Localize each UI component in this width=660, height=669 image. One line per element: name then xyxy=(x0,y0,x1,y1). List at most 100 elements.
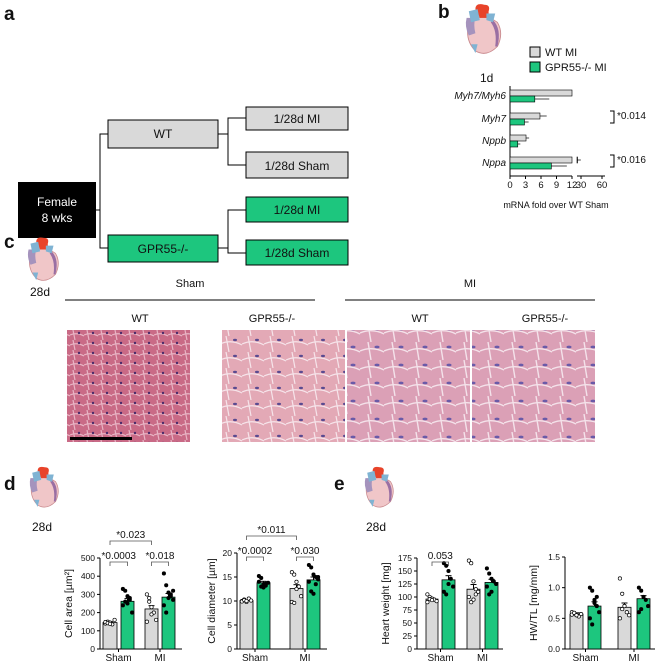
root-box xyxy=(18,182,96,238)
histology-image-mi-ko xyxy=(472,330,595,442)
gene-label: Nppb xyxy=(482,136,506,147)
scale-bar xyxy=(70,437,132,440)
data-point xyxy=(171,589,174,592)
y-tick-label: 400 xyxy=(81,571,95,581)
data-point xyxy=(148,596,151,599)
x-axis-label: mRNA fold over WT Sham xyxy=(503,200,608,210)
y-tick-label: 10 xyxy=(223,596,233,606)
x-tick-label: 9 xyxy=(554,180,559,191)
data-point xyxy=(637,611,640,614)
data-point xyxy=(307,580,310,583)
data-point xyxy=(588,586,591,589)
bar-wt xyxy=(510,113,540,119)
data-point xyxy=(588,617,591,620)
data-point xyxy=(293,601,296,604)
data-point xyxy=(494,582,497,585)
data-point xyxy=(646,604,649,607)
y-tick-label: 0 xyxy=(90,644,95,654)
data-point xyxy=(579,612,582,615)
x-tick-label: 0 xyxy=(507,180,512,191)
data-point xyxy=(124,589,127,592)
y-tick-label: 50 xyxy=(403,618,413,628)
x-tick-label: MI xyxy=(477,653,488,664)
data-point xyxy=(472,580,475,583)
ko-mi-label: 1/28d MI xyxy=(274,203,321,217)
root-line1: Female xyxy=(37,195,77,209)
y-tick-label: 1.5 xyxy=(548,552,560,562)
data-point xyxy=(165,584,168,587)
y-axis-label: Cell diameter [µm] xyxy=(206,558,218,643)
histology-image-sham-ko xyxy=(222,330,345,442)
p-value-label: *0.016 xyxy=(617,155,646,166)
data-point xyxy=(472,598,475,601)
data-point xyxy=(575,614,578,617)
ko-label: GPR55-/- xyxy=(138,242,189,256)
y-tick-label: 0 xyxy=(407,644,412,654)
legend-swatch-ko xyxy=(530,62,540,72)
significance-bracket xyxy=(610,155,614,167)
bar-gpr55 xyxy=(510,141,518,147)
genotype-label: WT xyxy=(411,313,428,325)
data-point xyxy=(640,607,643,610)
x-tick-label: Sham xyxy=(242,653,268,664)
data-point xyxy=(150,605,153,608)
gene-label: Myh7 xyxy=(482,114,507,125)
bar-wt xyxy=(103,623,117,649)
significance-bracket xyxy=(152,562,169,566)
p-value-label: *0.011 xyxy=(257,525,286,536)
y-tick-label: 300 xyxy=(81,589,95,599)
data-point xyxy=(145,593,148,596)
y-tick-label: 100 xyxy=(398,592,412,602)
data-point xyxy=(623,604,626,607)
y-tick-label: 75 xyxy=(403,605,413,615)
data-point xyxy=(126,595,129,598)
x-tick-label: 3 xyxy=(523,180,528,191)
x-tick-label: 6 xyxy=(538,180,543,191)
data-point xyxy=(445,564,448,567)
data-point xyxy=(449,577,452,580)
root-line2: 8 wks xyxy=(42,211,73,225)
wt-mi-label: 1/28d MI xyxy=(274,112,321,126)
data-point xyxy=(640,589,643,592)
data-point xyxy=(485,567,488,570)
data-point xyxy=(621,607,624,610)
data-point xyxy=(595,595,598,598)
data-point xyxy=(169,593,172,596)
data-point xyxy=(593,601,596,604)
data-point xyxy=(488,572,491,575)
x-tick-label: 60 xyxy=(597,180,608,191)
data-point xyxy=(637,586,640,589)
data-point xyxy=(145,620,148,623)
x-tick-label: 30 xyxy=(576,180,587,191)
x-tick-label: MI xyxy=(154,653,165,664)
y-tick-label: 100 xyxy=(81,626,95,636)
data-point xyxy=(257,580,260,583)
significance-bracket xyxy=(297,557,314,561)
data-point xyxy=(430,598,433,601)
data-point xyxy=(260,576,263,579)
bar-wt xyxy=(510,90,572,96)
data-point xyxy=(445,593,448,596)
heart-icon xyxy=(30,467,59,507)
y-tick-label: 15 xyxy=(223,572,233,582)
bar-wt xyxy=(240,601,253,649)
data-point xyxy=(467,595,470,598)
y-tick-label: 0.0 xyxy=(548,644,560,654)
data-point xyxy=(470,562,473,565)
significance-bracket xyxy=(610,111,614,123)
significance-bracket xyxy=(247,536,297,540)
heart-icon xyxy=(466,4,501,53)
data-point xyxy=(299,595,302,598)
data-point xyxy=(618,577,621,580)
data-point xyxy=(312,592,315,595)
panel-label-b: b xyxy=(438,2,450,23)
data-point xyxy=(597,611,600,614)
x-tick-label: Sham xyxy=(427,653,453,664)
data-point xyxy=(128,598,131,601)
heart-icon xyxy=(365,467,394,507)
data-point xyxy=(625,611,628,614)
genotype-label: GPR55-/- xyxy=(522,313,569,325)
